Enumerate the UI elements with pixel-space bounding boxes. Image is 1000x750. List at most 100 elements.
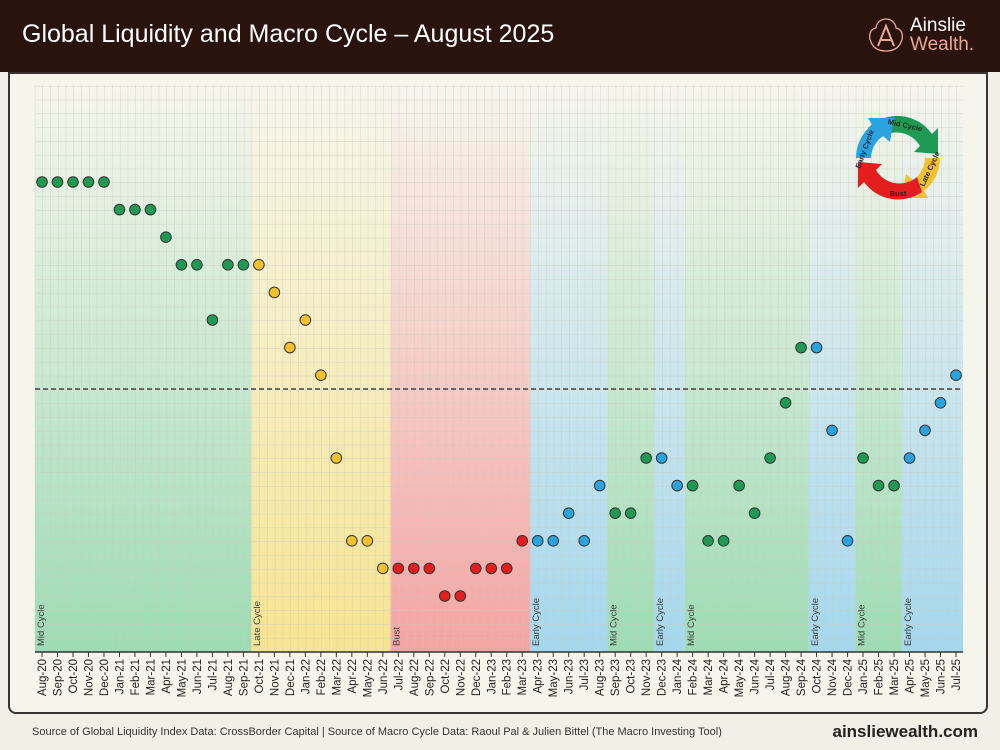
- x-tick-label: Sep-24: [796, 658, 808, 696]
- data-point-Jun-21: [191, 259, 203, 271]
- x-tick-label: Jun-23: [564, 659, 576, 694]
- x-tick-label: Apr-24: [719, 658, 731, 693]
- data-point-Mar-24: [702, 535, 714, 547]
- x-tick-label: Jan-23: [486, 659, 498, 694]
- data-point-Sep-23: [609, 507, 621, 520]
- x-tick-label: Aug-21: [223, 659, 235, 696]
- data-point-May-23: [547, 535, 560, 547]
- data-point-Sep-22: [423, 562, 436, 575]
- data-point-Jun-25: [934, 397, 947, 409]
- x-tick-label: Jul-24: [765, 658, 777, 690]
- x-tick-label: Oct-21: [254, 659, 266, 694]
- data-point-Aug-24: [779, 397, 792, 409]
- data-point-Apr-23: [531, 535, 544, 547]
- x-tick-label: Sep-20: [52, 659, 64, 696]
- data-point-Apr-25: [903, 452, 916, 464]
- data-points: [36, 176, 962, 602]
- x-tick-label: Jun-21: [192, 659, 204, 694]
- wheel-label-bust: Bust: [890, 189, 907, 198]
- x-tick-label: Jul-25: [951, 659, 963, 690]
- x-tick-label: Mar-23: [517, 659, 529, 695]
- x-tick-label: Mar-22: [331, 659, 343, 695]
- regime-band: [808, 85, 856, 652]
- x-tick-label: Mar-25: [889, 659, 901, 695]
- data-point-Dec-21: [284, 341, 296, 354]
- regime-band: [653, 85, 685, 652]
- data-point-Nov-23: [640, 452, 652, 464]
- x-tick-label: Nov-22: [455, 659, 467, 696]
- data-point-May-24: [733, 479, 745, 492]
- logo-line1: Ainslie: [910, 15, 966, 36]
- x-tick-label: Jun-25: [936, 659, 948, 694]
- x-tick-label: Jul-21: [207, 659, 219, 690]
- x-tick-label: Dec-20: [99, 659, 111, 696]
- data-point-Feb-25: [872, 479, 885, 492]
- data-point-Jan-22: [299, 314, 312, 326]
- x-tick-label: Jan-25: [858, 659, 870, 694]
- data-point-Sep-20: [51, 176, 64, 188]
- data-point-Nov-20: [82, 176, 95, 188]
- data-point-Feb-22: [315, 369, 327, 382]
- x-tick-label: Feb-22: [316, 659, 328, 695]
- regime-label: Early Cycle: [655, 598, 666, 646]
- bust-arrow: [858, 162, 922, 200]
- regime-label: Mid Cycle: [686, 604, 697, 646]
- grid: [34, 85, 963, 653]
- logo-a-icon: [869, 18, 903, 52]
- x-tick-label: Feb-24: [688, 658, 700, 695]
- x-tick-label: Oct-20: [68, 659, 80, 694]
- data-point-Nov-22: [454, 590, 467, 602]
- regime-label: Early Cycle: [903, 598, 914, 646]
- x-tick-label: Nov-23: [641, 659, 653, 696]
- regime-label: Mid Cycle: [36, 604, 47, 646]
- x-tick-label: May-23: [548, 659, 560, 697]
- data-point-Jan-23: [485, 562, 498, 575]
- data-point-Dec-22: [469, 562, 482, 575]
- x-tick-label: Jun-24: [750, 658, 762, 694]
- regime-label: Late Cycle: [252, 601, 263, 646]
- data-point-Dec-24: [841, 535, 854, 547]
- regime-band: [607, 85, 654, 652]
- x-tick-label: Jan-22: [300, 659, 312, 694]
- x-tick-label: Jul-22: [393, 659, 405, 690]
- data-point-Nov-24: [826, 424, 838, 437]
- x-axis-ticks: Aug-20 Sep-20 Oct-20 Nov-20 Dec-20 Jan-21 Feb-…: [37, 652, 963, 697]
- footer-website-link[interactable]: ainsliewealth.com: [832, 722, 979, 741]
- data-point-Oct-20: [67, 176, 79, 188]
- data-point-Jul-24: [764, 452, 776, 464]
- data-point-Mar-25: [888, 479, 900, 492]
- data-point-May-22: [361, 535, 374, 547]
- data-point-Feb-21: [129, 203, 141, 216]
- x-tick-label: Dec-21: [285, 659, 297, 696]
- data-point-Oct-24: [810, 341, 823, 354]
- data-point-Apr-22: [346, 535, 358, 547]
- regime-band: [390, 85, 530, 652]
- data-point-May-21: [175, 259, 188, 271]
- data-point-Sep-21: [237, 259, 250, 271]
- data-point-Jan-21: [113, 203, 126, 216]
- x-tick-label: Dec-22: [471, 659, 483, 696]
- early-cycle-arrow: [856, 118, 894, 158]
- data-point-Jun-22: [377, 562, 389, 575]
- data-point-Mar-22: [330, 452, 343, 464]
- data-point-Oct-21: [253, 259, 265, 271]
- data-point-Feb-23: [500, 562, 513, 575]
- data-point-Jul-25: [950, 369, 962, 382]
- regime-label: Early Cycle: [810, 598, 821, 646]
- regime-label: Mid Cycle: [856, 604, 867, 646]
- x-tick-label: May-24: [734, 658, 746, 697]
- x-tick-label: Apr-22: [347, 659, 359, 694]
- regime-band: [684, 85, 809, 652]
- x-tick-label: Nov-24: [827, 658, 839, 696]
- data-point-Jun-23: [562, 507, 575, 520]
- x-tick-label: Jan-21: [114, 659, 126, 694]
- data-point-Apr-24: [717, 535, 730, 547]
- data-point-Aug-20: [36, 176, 48, 188]
- x-tick-label: Sep-23: [610, 659, 622, 696]
- x-tick-label: Feb-21: [130, 659, 142, 695]
- data-point-Jun-24: [748, 507, 761, 520]
- x-tick-label: Nov-20: [83, 659, 95, 696]
- footer-source: Source of Global Liquidity Index Data: C…: [32, 726, 722, 738]
- data-point-Dec-23: [655, 452, 668, 464]
